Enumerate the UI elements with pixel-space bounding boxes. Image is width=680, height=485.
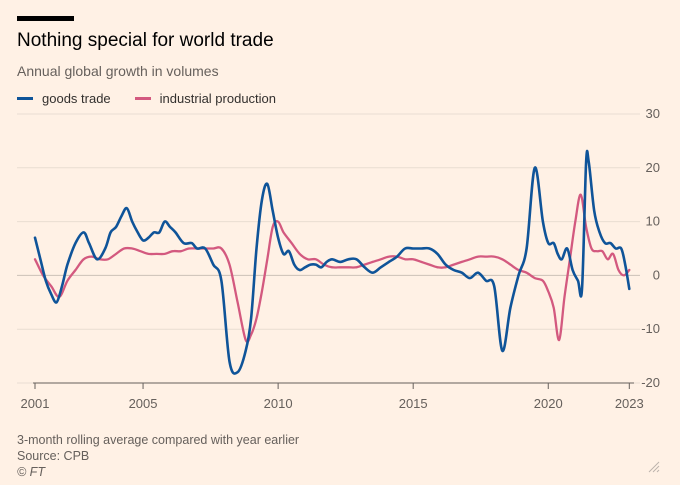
x-tick-label: 2001 (21, 396, 50, 411)
y-tick-label: -10 (641, 321, 660, 336)
legend-label-goods-trade: goods trade (42, 91, 111, 106)
y-tick-labels: -20 -10 0 10 20 30 (641, 106, 660, 390)
chart-title: Nothing special for world trade (17, 30, 274, 51)
legend-swatch-industrial-production (134, 97, 151, 100)
y-tick-label: 30 (646, 106, 660, 121)
series-line-industrial-production (33, 193, 631, 344)
x-axis: 2001 2005 2010 2015 2020 2023 (21, 382, 644, 411)
legend-swatch-goods-trade (17, 97, 33, 100)
series-line-goods-trade (33, 149, 631, 375)
x-tick-label: 2020 (534, 396, 563, 411)
y-tick-label: 0 (653, 267, 660, 282)
legend-item-industrial-production: industrial production (134, 91, 277, 106)
footnote: 3-month rolling average compared with ye… (17, 433, 300, 447)
x-tick-label: 2015 (399, 396, 428, 411)
legend: goods trade industrial production (17, 91, 276, 106)
chart-subtitle: Annual global growth in volumes (17, 63, 219, 79)
x-tick-label: 2005 (129, 396, 158, 411)
x-tick-label: 2010 (264, 396, 293, 411)
series-lines (33, 149, 631, 375)
y-tick-label: -20 (641, 375, 660, 390)
source-line: Source: CPB (17, 449, 90, 463)
legend-item-goods-trade: goods trade (17, 91, 111, 106)
y-tick-label: 10 (646, 214, 660, 229)
resize-handle-icon[interactable] (648, 461, 660, 473)
y-tick-label: 20 (646, 160, 660, 175)
gridlines (17, 113, 640, 384)
copyright: © FT (17, 465, 45, 479)
ft-top-bar (17, 16, 74, 21)
legend-label-industrial-production: industrial production (159, 91, 277, 106)
x-tick-label: 2023 (615, 396, 644, 411)
footer: 3-month rolling average compared with ye… (17, 432, 299, 480)
